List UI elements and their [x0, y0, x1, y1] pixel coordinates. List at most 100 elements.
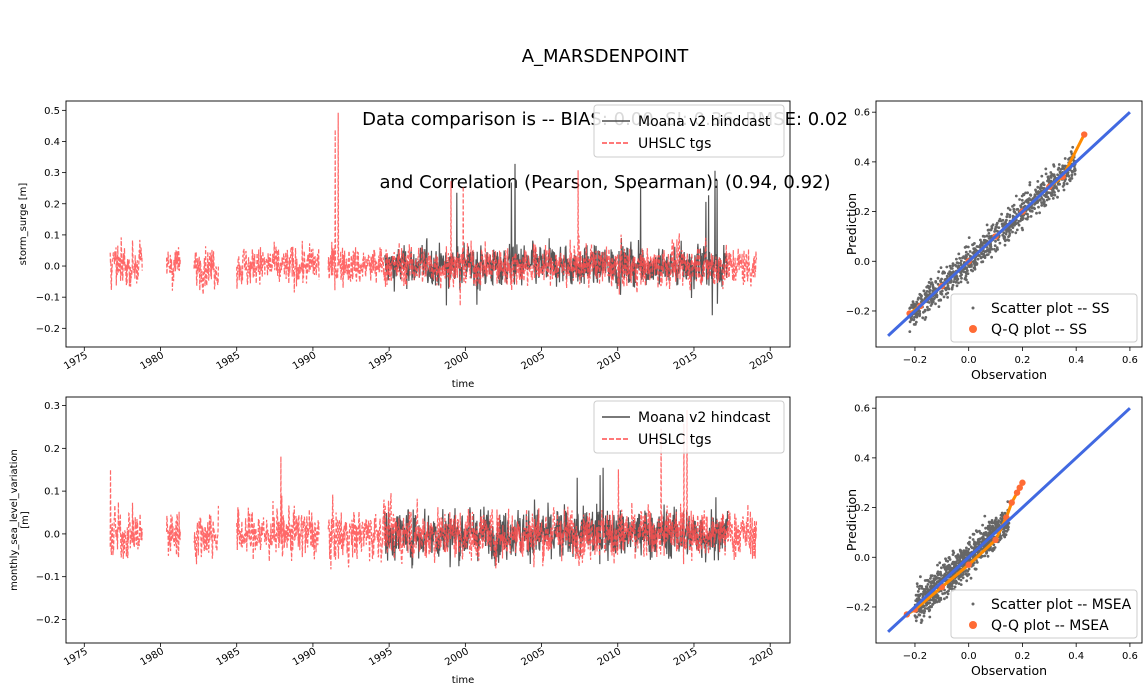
x-tick-label: 2000 — [443, 646, 471, 668]
legend-box — [593, 400, 785, 454]
series-1-segment-3 — [236, 456, 320, 562]
qq-point-8 — [1016, 484, 1023, 491]
x-axis-label: time — [452, 675, 475, 686]
scatter-point — [1006, 500, 1010, 503]
scatter-point — [1036, 185, 1040, 189]
y-tick-label: 0.1 — [44, 487, 60, 498]
panel-bottom-left: −0.2 −0.1 0.0 0.1 0.2 0.3 1975 1980 1985 1990 1995… — [9, 396, 791, 686]
scatter-point — [932, 599, 936, 603]
scatter-point — [963, 277, 967, 281]
scatter-point — [915, 582, 919, 586]
scatter-point — [997, 519, 1000, 523]
scatter-point — [1053, 175, 1057, 179]
scatter-point — [971, 269, 974, 273]
scatter-point — [1037, 205, 1040, 209]
scatter-point — [985, 223, 989, 227]
scatter-point — [972, 542, 976, 546]
scatter-point — [1029, 193, 1032, 197]
scatter-point — [967, 573, 971, 576]
x-tick-label: 0.2 — [1014, 355, 1030, 366]
y-tick-label: 0.6 — [854, 404, 870, 415]
scatter-point — [967, 551, 970, 555]
scatter-point — [918, 314, 921, 318]
scatter-point — [979, 256, 983, 259]
scatter-point — [973, 259, 977, 263]
x-tick-label: 1985 — [215, 350, 243, 372]
scatter-point — [925, 585, 929, 589]
scatter-point — [974, 567, 978, 571]
scatter-point — [918, 607, 922, 611]
scatter-point — [948, 585, 951, 589]
scatter-point — [986, 228, 990, 232]
scatter-point — [993, 244, 997, 248]
x-tick-label: 2015 — [672, 646, 700, 668]
scatter-point — [994, 239, 997, 243]
y-tick-label: 0.0 — [854, 553, 870, 564]
scatter-point — [1040, 186, 1044, 190]
y-axis-label: storm_surge [m] — [18, 183, 29, 266]
scatter-point — [1045, 198, 1049, 202]
scatter-point — [1045, 192, 1048, 196]
scatter-point — [926, 293, 929, 297]
scatter-point — [995, 524, 999, 527]
axes-frame — [65, 396, 791, 644]
scatter-point — [1040, 196, 1044, 200]
scatter-point — [1070, 173, 1074, 177]
scatter-point — [979, 238, 982, 242]
scatter-point — [1008, 226, 1011, 229]
scatter-point — [969, 264, 973, 268]
scatter-point — [914, 593, 918, 597]
scatter-point — [945, 265, 949, 269]
x-tick-label: 0.2 — [1014, 651, 1030, 662]
scatter-point — [1018, 198, 1021, 201]
scatter-point — [952, 280, 955, 284]
scatter-point — [936, 596, 940, 600]
scatter-point — [983, 514, 987, 518]
scatter-point — [961, 556, 964, 559]
scatter-point — [1024, 191, 1027, 195]
legend-swatch-0 — [971, 602, 975, 606]
scatter-point — [958, 575, 961, 579]
scatter-point — [1029, 215, 1033, 218]
scatter-point — [954, 280, 958, 284]
scatter-point — [936, 282, 940, 286]
scatter-point — [939, 279, 942, 282]
legend-label-1: Q-Q plot -- MSEA — [991, 618, 1109, 634]
scatter-point — [927, 602, 931, 605]
series-1-segment-4 — [327, 112, 758, 306]
qq-point-4 — [992, 536, 999, 544]
scatter-point — [991, 524, 994, 528]
scatter-point — [983, 554, 987, 558]
scatter-point — [914, 320, 918, 324]
scatter-point — [922, 591, 926, 594]
y-tick-label: −0.1 — [36, 572, 60, 583]
series-1-segment-4 — [327, 409, 758, 570]
scatter-point — [1034, 188, 1037, 192]
scatter-point — [966, 252, 970, 256]
scatter-point — [956, 559, 960, 562]
scatter-point — [1056, 173, 1059, 177]
scatter-point — [946, 296, 949, 299]
scatter-point — [952, 562, 956, 566]
scatter-point — [1044, 167, 1048, 171]
scatter-point — [948, 264, 952, 268]
x-tick-label: 1990 — [291, 646, 319, 668]
scatter-point — [945, 286, 949, 290]
scatter-point — [994, 249, 998, 253]
scatter-point — [912, 302, 915, 306]
scatter-point — [938, 561, 942, 565]
scatter-point — [908, 330, 912, 333]
scatter-point — [951, 283, 955, 287]
scatter-point — [954, 263, 957, 267]
y-axis-label: Prediction — [844, 489, 859, 551]
scatter-point — [983, 537, 986, 541]
scatter-point — [1011, 230, 1014, 234]
scatter-point — [1001, 530, 1005, 534]
scatter-point — [922, 588, 926, 591]
scatter-point — [914, 616, 918, 619]
legend-label-1: UHSLC tgs — [638, 432, 711, 448]
scatter-point — [970, 546, 974, 550]
scatter-point — [986, 253, 990, 256]
scatter-point — [1024, 212, 1028, 216]
scatter-point — [948, 567, 952, 571]
